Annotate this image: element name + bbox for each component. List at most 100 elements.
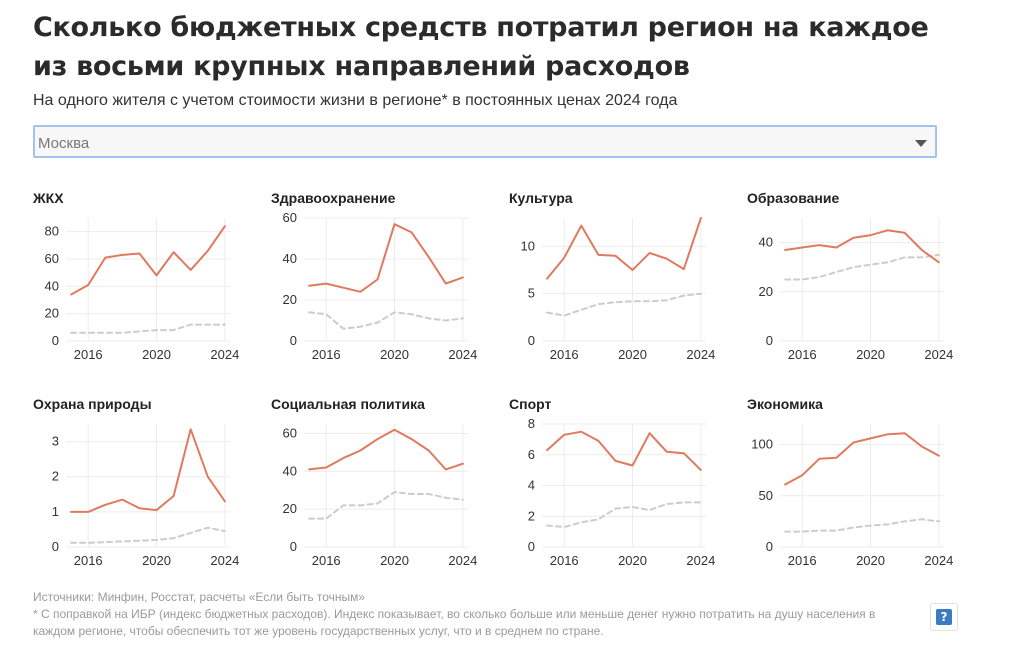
line-chart: 0 20 40 60 80 2016 2020 2024 xyxy=(45,218,239,362)
x-tick-label: 2020 xyxy=(856,553,885,568)
x-tick-label: 2024 xyxy=(924,347,953,362)
y-tick-label: 0 xyxy=(528,539,535,554)
x-tick-label: 2016 xyxy=(788,553,817,568)
y-tick-label: 0 xyxy=(766,333,773,348)
x-tick-label: 2020 xyxy=(142,347,171,362)
y-tick-label: 5 xyxy=(528,286,535,301)
y-tick-label: 0 xyxy=(290,333,297,348)
x-tick-label: 2020 xyxy=(380,553,409,568)
line-chart: 0 50 100 2016 2020 2024 xyxy=(751,424,953,568)
average-series-line xyxy=(70,526,226,544)
x-tick-label: 2016 xyxy=(74,553,103,568)
x-tick-label: 2020 xyxy=(380,347,409,362)
y-tick-label: 20 xyxy=(283,501,297,516)
chart-panel: Экономика 0 50 100 2016 2020 2024 xyxy=(747,396,977,586)
y-tick-label: 1 xyxy=(52,504,59,519)
y-tick-label: 40 xyxy=(283,463,297,478)
y-tick-label: 4 xyxy=(528,478,535,493)
x-tick-label: 2024 xyxy=(210,553,239,568)
average-series-line xyxy=(308,491,464,520)
region-select-value: Москва xyxy=(38,135,90,152)
y-tick-label: 40 xyxy=(283,251,297,266)
x-tick-label: 2016 xyxy=(788,347,817,362)
page-title: Сколько бюджетных средств потратил регио… xyxy=(33,12,929,82)
y-tick-label: 60 xyxy=(283,210,297,225)
average-series-line xyxy=(546,501,702,528)
chart-panel: Социальная политика 0 20 40 60 2016 2020 2024 xyxy=(271,396,501,586)
x-tick-label: 2024 xyxy=(448,347,477,362)
x-tick-label: 2024 xyxy=(924,553,953,568)
average-series-line xyxy=(546,292,702,317)
chart-title: Здравоохранение xyxy=(271,190,396,206)
y-tick-label: 20 xyxy=(283,292,297,307)
y-tick-label: 40 xyxy=(759,235,773,250)
y-tick-label: 100 xyxy=(751,437,773,452)
x-tick-label: 2020 xyxy=(856,347,885,362)
x-tick-label: 2024 xyxy=(210,347,239,362)
y-tick-label: 0 xyxy=(290,539,297,554)
footer: Источники: Минфин, Росстат, расчеты «Есл… xyxy=(33,589,913,640)
y-tick-label: 0 xyxy=(52,539,59,554)
y-tick-label: 40 xyxy=(45,278,59,293)
chart-panel: ЖКХ 0 20 40 60 80 2016 2020 2024 xyxy=(33,190,263,380)
x-tick-label: 2020 xyxy=(142,553,171,568)
y-tick-label: 60 xyxy=(45,251,59,266)
chart-panel: Культура 0 5 10 2016 2020 2024 xyxy=(509,190,739,380)
y-tick-label: 20 xyxy=(759,284,773,299)
average-series-line xyxy=(784,253,940,281)
average-series-line xyxy=(70,323,226,334)
y-tick-label: 0 xyxy=(766,539,773,554)
average-series-line xyxy=(784,518,940,533)
page-subtitle: На одного жителя с учетом стоимости жизн… xyxy=(33,92,678,109)
chart-panel: Здравоохранение 0 20 40 60 2016 2020 2024 xyxy=(271,190,501,380)
line-chart: 0 20 40 2016 2020 2024 xyxy=(759,218,953,362)
chart-title: ЖКХ xyxy=(33,190,64,206)
chart-title: Охрана природы xyxy=(33,396,152,412)
x-tick-label: 2016 xyxy=(74,347,103,362)
line-chart: 0 20 40 60 2016 2020 2024 xyxy=(283,424,477,568)
chart-title: Культура xyxy=(509,190,573,206)
y-tick-label: 20 xyxy=(45,306,59,321)
y-tick-label: 2 xyxy=(52,469,59,484)
region-series-line xyxy=(546,217,702,280)
x-tick-label: 2020 xyxy=(618,553,647,568)
chart-title: Социальная политика xyxy=(271,396,425,412)
chart-panel: Спорт 0 2 4 6 8 2016 2020 2024 xyxy=(509,396,739,586)
x-tick-label: 2020 xyxy=(618,347,647,362)
region-series-line xyxy=(70,428,226,513)
region-series-line xyxy=(308,223,464,293)
y-tick-label: 8 xyxy=(528,416,535,431)
footer-sources: Источники: Минфин, Росстат, расчеты «Есл… xyxy=(33,590,366,604)
chart-title: Образование xyxy=(747,190,840,206)
question-mark-icon: ? xyxy=(936,609,952,625)
x-tick-label: 2016 xyxy=(312,347,341,362)
x-tick-label: 2024 xyxy=(686,347,715,362)
y-tick-label: 0 xyxy=(528,333,535,348)
x-tick-label: 2016 xyxy=(312,553,341,568)
region-series-line xyxy=(308,428,464,471)
line-chart: 0 5 10 2016 2020 2024 xyxy=(521,217,715,362)
x-tick-label: 2016 xyxy=(550,347,579,362)
y-tick-label: 2 xyxy=(528,508,535,523)
line-chart: 0 20 40 60 2016 2020 2024 xyxy=(283,210,478,362)
region-select[interactable]: Москва xyxy=(33,125,937,158)
footer-note: * С поправкой на ИБР (индекс бюджетных р… xyxy=(33,607,876,638)
y-tick-label: 50 xyxy=(759,488,773,503)
y-tick-label: 3 xyxy=(52,434,59,449)
region-series-line xyxy=(784,229,940,264)
chart-title: Спорт xyxy=(509,396,552,412)
chart-title: Экономика xyxy=(747,396,823,412)
region-series-line xyxy=(784,432,940,486)
y-tick-label: 60 xyxy=(283,425,297,440)
chart-panel: Охрана природы 0 1 2 3 2016 2020 2024 xyxy=(33,396,263,586)
chart-panel: Образование 0 20 40 2016 2020 2024 xyxy=(747,190,977,380)
chevron-down-icon xyxy=(915,140,927,147)
x-tick-label: 2024 xyxy=(448,553,477,568)
line-chart: 0 2 4 6 8 2016 2020 2024 xyxy=(528,416,716,568)
region-series-line xyxy=(546,430,702,472)
average-series-line xyxy=(308,311,464,330)
y-tick-label: 80 xyxy=(45,224,59,239)
region-series-line xyxy=(70,225,226,296)
help-button[interactable]: ? xyxy=(930,603,958,631)
y-tick-label: 10 xyxy=(521,238,535,253)
